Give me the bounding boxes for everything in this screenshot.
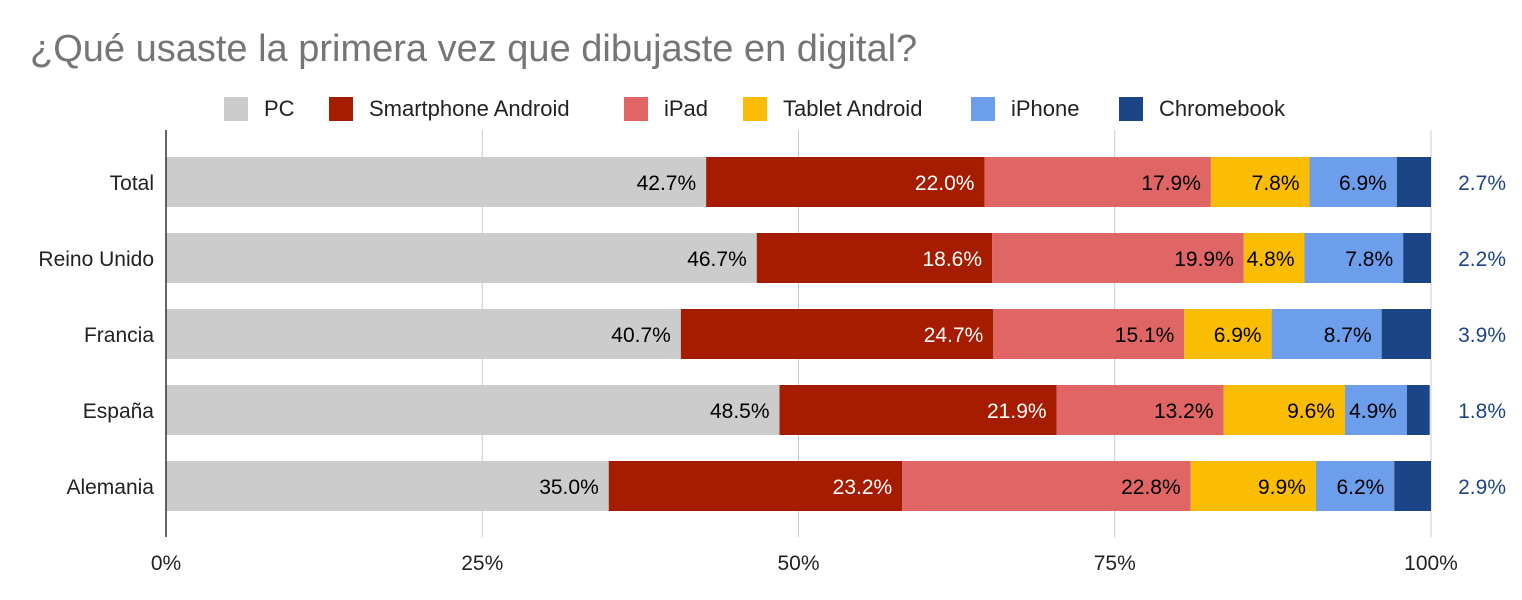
data-label: 8.7% [1324,324,1372,347]
legend-label: iPad [664,96,709,121]
data-label: 48.5% [710,400,770,423]
category-label: Total [110,172,154,195]
bar-segment [1381,309,1431,359]
data-label: 7.8% [1345,248,1393,271]
bar-segment [1344,385,1407,435]
data-label: 7.8% [1252,172,1300,195]
bar-segment [902,461,1191,511]
bar-segment [166,233,757,283]
bar-segment [1315,461,1395,511]
bar-segment [1406,385,1430,435]
data-label: 42.7% [637,172,697,195]
legend-swatch [743,97,767,121]
bar-segment [1210,157,1310,207]
x-tick-label: 0% [151,552,181,575]
bar-segment [1396,157,1431,207]
legend-item: Smartphone Android [329,92,570,126]
bar-segment [680,309,994,359]
data-label: 15.1% [1115,324,1175,347]
legend-swatch [971,97,995,121]
data-label: 19.9% [1174,248,1234,271]
legend: PC Smartphone Android iPad Tablet Android iP… [0,92,1522,126]
legend-label: Tablet Android [783,96,923,121]
bar-segment [166,385,780,435]
bar-segment [1309,157,1397,207]
category-label: Francia [84,324,154,347]
legend-label: PC [264,96,295,121]
legend-label: iPhone [1011,96,1080,121]
data-label: 6.2% [1336,476,1384,499]
bar-segment [706,157,985,207]
data-label: 46.7% [687,248,747,271]
data-label: 23.2% [833,476,893,499]
category-label: Alemania [66,476,154,499]
x-tick-label: 25% [461,552,503,575]
bar-segment [166,309,681,359]
bar-segment [1243,233,1305,283]
category-label: Reino Unido [38,248,154,271]
legend-swatch [329,97,353,121]
bar-segment [166,157,707,207]
data-label: 35.0% [539,476,599,499]
data-label: 6.9% [1339,172,1387,195]
bar-segment [1403,233,1431,283]
data-label: 1.8% [1458,400,1506,423]
data-label: 6.9% [1214,324,1262,347]
bar-segment [608,461,903,511]
data-label: 24.7% [924,324,984,347]
data-label: 18.6% [922,248,982,271]
legend-item: Chromebook [1119,92,1285,126]
legend-swatch [224,97,248,121]
bar-segment [1271,309,1382,359]
data-label: 22.8% [1121,476,1181,499]
data-label: 2.7% [1458,172,1506,195]
data-label: 4.9% [1349,400,1397,423]
bar-segment [779,385,1057,435]
x-tick-label: 50% [777,552,819,575]
data-label: 40.7% [611,324,671,347]
data-label: 9.9% [1258,476,1306,499]
data-label: 13.2% [1154,400,1214,423]
data-label: 22.0% [915,172,975,195]
bar-segment [992,233,1244,283]
bar-segment [1394,461,1431,511]
bar-segment [1304,233,1404,283]
bar-segment [1056,385,1224,435]
x-tick-label: 75% [1094,552,1136,575]
data-label: 9.6% [1287,400,1335,423]
legend-item: PC [224,92,295,126]
bar-segment [166,461,609,511]
bar-segment [1223,385,1345,435]
data-label: 2.9% [1458,476,1506,499]
chart-title: ¿Qué usaste la primera vez que dibujaste… [30,28,918,70]
legend-item: iPhone [971,92,1080,126]
legend-swatch [1119,97,1143,121]
data-label: 17.9% [1141,172,1201,195]
bar-segment [984,157,1211,207]
data-label: 2.2% [1458,248,1506,271]
x-tick-label: 100% [1404,552,1458,575]
legend-item: iPad [624,92,708,126]
bar-segment [993,309,1185,359]
data-label: 3.9% [1458,324,1506,347]
data-label: 4.8% [1247,248,1295,271]
bar-segment [756,233,993,283]
legend-item: Tablet Android [743,92,922,126]
bar-segment [1190,461,1316,511]
data-label: 21.9% [987,400,1047,423]
legend-label: Chromebook [1159,96,1285,121]
legend-label: Smartphone Android [369,96,570,121]
legend-swatch [624,97,648,121]
bar-segment [1184,309,1272,359]
category-label: España [83,400,155,423]
